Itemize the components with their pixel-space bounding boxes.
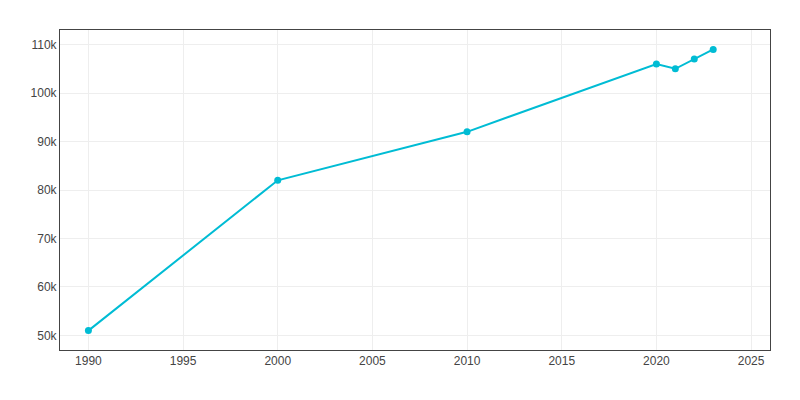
svg-text:1990: 1990 bbox=[75, 354, 102, 368]
svg-text:100k: 100k bbox=[31, 86, 58, 100]
svg-text:2005: 2005 bbox=[359, 354, 386, 368]
svg-text:90k: 90k bbox=[37, 135, 57, 149]
svg-text:2025: 2025 bbox=[738, 354, 765, 368]
svg-text:70k: 70k bbox=[37, 232, 57, 246]
svg-text:80k: 80k bbox=[37, 183, 57, 197]
svg-text:60k: 60k bbox=[37, 280, 57, 294]
svg-text:50k: 50k bbox=[37, 329, 57, 343]
svg-text:1995: 1995 bbox=[170, 354, 197, 368]
svg-text:2020: 2020 bbox=[643, 354, 670, 368]
svg-text:110k: 110k bbox=[31, 38, 57, 52]
svg-text:2000: 2000 bbox=[264, 354, 291, 368]
svg-text:2010: 2010 bbox=[454, 354, 481, 368]
svg-text:2015: 2015 bbox=[548, 354, 575, 368]
